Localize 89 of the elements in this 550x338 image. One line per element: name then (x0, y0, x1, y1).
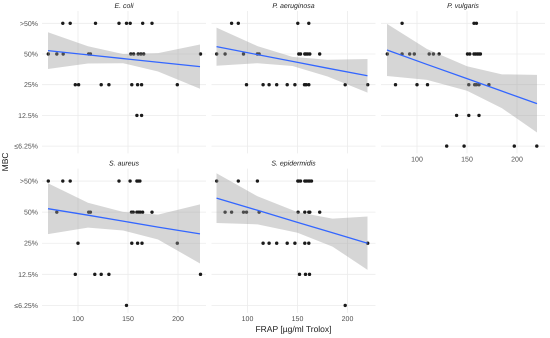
point (223, 210, 227, 214)
point (318, 210, 322, 214)
point (46, 52, 50, 56)
point (141, 22, 144, 25)
point (68, 179, 72, 183)
point (293, 242, 297, 245)
point (128, 22, 132, 25)
point (428, 52, 431, 56)
point (256, 179, 260, 183)
point (55, 210, 58, 214)
point (437, 52, 441, 56)
point (408, 52, 412, 56)
x-axis-title: FRAP [µg/ml Trolox] (255, 324, 332, 334)
point (135, 114, 139, 118)
point (100, 82, 103, 86)
point (130, 242, 134, 245)
point (467, 82, 470, 86)
point (400, 22, 404, 25)
point (261, 242, 265, 245)
point (286, 242, 289, 245)
point (462, 144, 466, 148)
point (140, 114, 144, 118)
point (132, 52, 136, 56)
point (107, 82, 111, 86)
point (117, 22, 121, 25)
point (426, 82, 430, 86)
point (140, 82, 144, 86)
line-series (47, 208, 201, 235)
point (230, 210, 234, 214)
point (307, 242, 310, 245)
point (61, 22, 64, 25)
point (93, 272, 96, 276)
point (140, 210, 144, 214)
point (298, 272, 302, 276)
point (74, 82, 77, 86)
point (150, 22, 154, 25)
point (107, 272, 111, 276)
point (412, 52, 416, 56)
point (445, 144, 448, 148)
point (136, 242, 140, 245)
point (55, 52, 58, 56)
point (140, 242, 144, 245)
point (275, 242, 278, 245)
point (394, 82, 398, 86)
point (198, 272, 202, 276)
point (74, 272, 77, 276)
point (477, 114, 481, 118)
point (308, 272, 312, 276)
point (46, 179, 50, 183)
point (242, 210, 246, 214)
point (344, 304, 347, 308)
point (415, 82, 419, 86)
point (129, 52, 132, 56)
point (100, 272, 103, 276)
point (62, 52, 65, 56)
line-series (47, 50, 201, 68)
point (130, 82, 134, 86)
point (124, 304, 128, 308)
point (215, 179, 218, 183)
point (94, 22, 98, 25)
point (128, 179, 132, 183)
point (386, 52, 389, 56)
point (267, 242, 271, 245)
point (467, 114, 470, 118)
point (304, 272, 308, 276)
point (142, 52, 146, 56)
point (468, 52, 472, 56)
point (176, 82, 179, 86)
point (454, 114, 458, 118)
point (303, 210, 306, 214)
point (244, 210, 248, 214)
point (61, 179, 64, 183)
point (176, 242, 179, 245)
point (432, 52, 436, 56)
point (198, 52, 202, 56)
point (68, 22, 72, 25)
point (136, 82, 140, 86)
point (296, 210, 300, 214)
point (117, 179, 121, 183)
point (303, 242, 306, 245)
point (512, 144, 516, 148)
y-axis-title: MBC (0, 152, 10, 172)
point (76, 242, 80, 245)
point (124, 22, 128, 25)
point (150, 210, 154, 214)
point (236, 179, 240, 183)
point (535, 144, 538, 148)
point (76, 82, 80, 86)
point (474, 22, 478, 25)
